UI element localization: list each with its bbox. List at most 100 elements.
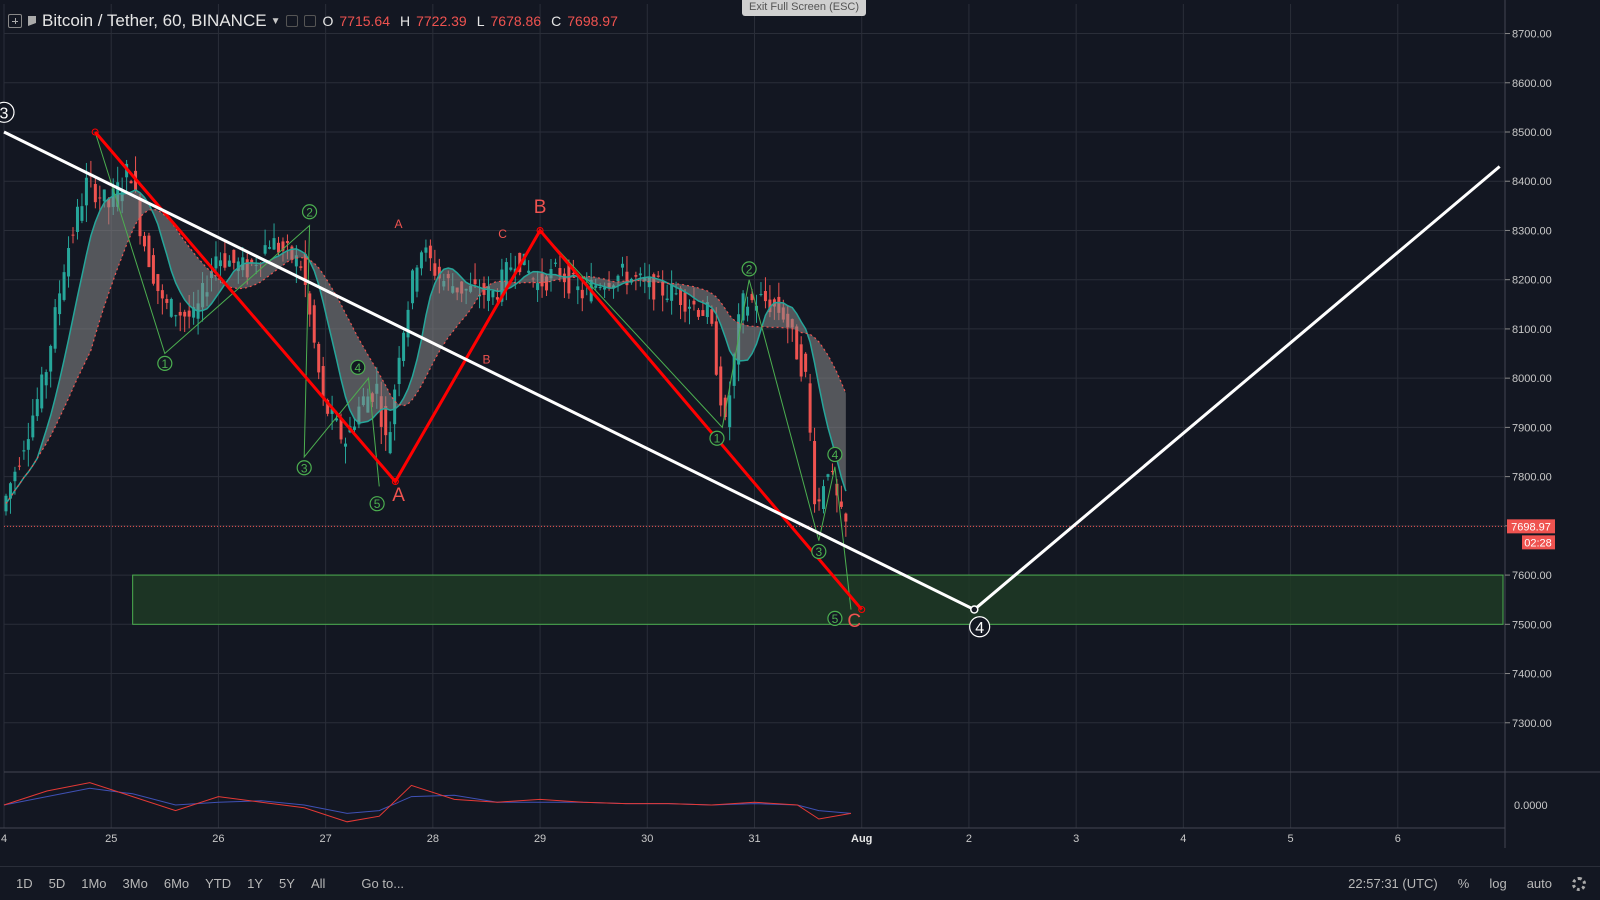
abc-wave-point [536, 226, 544, 234]
range-1y-button[interactable]: 1Y [247, 876, 264, 891]
range-1d-button[interactable]: 1D [16, 876, 33, 891]
range-all-button[interactable]: All [310, 876, 326, 891]
candle [473, 279, 477, 285]
price-tick-label: 8500.00 [1512, 127, 1552, 139]
price-tick-label: 7300.00 [1512, 718, 1552, 730]
candle [402, 332, 406, 362]
abc-wave-point [391, 478, 399, 486]
open-value: 7715.64 [339, 13, 390, 29]
candle [835, 483, 839, 496]
candle [687, 306, 691, 309]
candle [580, 289, 584, 299]
price-tick-label: 7400.00 [1512, 669, 1552, 681]
countdown-badge [1522, 535, 1555, 550]
add-symbol-icon[interactable] [8, 14, 22, 28]
range-3mo-button[interactable]: 3Mo [122, 876, 148, 891]
candle [406, 309, 410, 338]
candle [218, 260, 222, 267]
oscillator-zero-label: 0.0000 [1514, 800, 1548, 812]
candle [813, 441, 817, 505]
range-1mo-button[interactable]: 1Mo [81, 876, 107, 891]
candle [379, 396, 383, 427]
candle [277, 242, 281, 253]
wave-label: A [392, 485, 405, 506]
goto-button[interactable]: Go to... [361, 876, 405, 891]
range-6mo-button[interactable]: 6Mo [163, 876, 190, 891]
time-tick-label: 5 [1288, 833, 1294, 845]
candle [634, 275, 638, 277]
candle [714, 321, 718, 375]
last-price-badge [1507, 519, 1555, 534]
range-5d-button[interactable]: 5D [48, 876, 66, 891]
candle [428, 245, 432, 259]
candle [768, 299, 772, 313]
candle [750, 293, 754, 301]
candle [102, 189, 106, 202]
candle [495, 297, 499, 300]
candle [839, 501, 843, 507]
candle [549, 269, 553, 279]
wave-label-circle [350, 359, 366, 375]
gear-icon[interactable] [1572, 876, 1586, 891]
candle [799, 344, 803, 377]
exit-fullscreen-button[interactable]: Exit Full Screen (ESC) [742, 0, 866, 16]
log-toggle[interactable]: log [1489, 876, 1507, 891]
wave-label: 5 [374, 497, 381, 511]
candle [603, 287, 607, 290]
time-tick-label: 31 [748, 833, 760, 845]
eye-icon[interactable] [286, 15, 299, 27]
candle [567, 264, 571, 294]
ma-ribbon [6, 189, 846, 504]
range-5y-button[interactable]: 5Y [279, 876, 295, 891]
flag-icon[interactable] [28, 16, 36, 26]
candle [13, 471, 17, 482]
candle [53, 307, 57, 349]
time-tick-label: 28 [427, 833, 439, 845]
candle [536, 283, 540, 291]
candle [263, 245, 267, 254]
chevron-down-icon[interactable]: ▼ [270, 15, 281, 27]
candle [147, 235, 151, 268]
symbol-title[interactable]: Bitcoin / Tether, 60, BINANCE [42, 11, 267, 30]
candle [138, 198, 142, 237]
candle [732, 354, 736, 386]
candle [638, 273, 642, 276]
wave-label-circle [811, 543, 827, 560]
time-tick-label: 30 [641, 833, 653, 845]
candle [419, 252, 423, 269]
abc-wave-point [858, 606, 866, 614]
price-tick-label: 7800.00 [1512, 472, 1552, 484]
candle [165, 298, 169, 303]
candle [656, 275, 660, 277]
percent-toggle[interactable]: % [1457, 876, 1470, 891]
close-value: 7698.97 [567, 13, 618, 29]
candle [411, 270, 415, 304]
time-tick-label: Aug [851, 833, 872, 845]
wave-label-circle [0, 101, 15, 123]
time-tick-label: 4 [1180, 833, 1186, 845]
time-tick-label: 4 [1, 833, 7, 845]
auto-toggle[interactable]: auto [1526, 876, 1552, 891]
candle [652, 274, 656, 300]
candle [491, 290, 495, 298]
candle [478, 294, 482, 297]
candle [35, 399, 39, 417]
candle [696, 309, 700, 317]
candle [710, 309, 714, 324]
projection-point [970, 605, 979, 614]
wave-label: B [534, 197, 547, 218]
candle [80, 206, 84, 221]
wave-label: 2 [306, 205, 313, 219]
price-tick-label: 8000.00 [1512, 373, 1552, 385]
candle [250, 259, 254, 264]
candle [58, 293, 62, 315]
range-ytd-button[interactable]: YTD [205, 876, 232, 891]
candle [330, 408, 334, 414]
candle [424, 247, 428, 253]
settings-icon[interactable] [304, 15, 317, 27]
candle [741, 293, 745, 321]
last-price-label: 7698.97 [1511, 521, 1551, 533]
candle [486, 286, 490, 301]
wave-label: C [498, 227, 507, 241]
